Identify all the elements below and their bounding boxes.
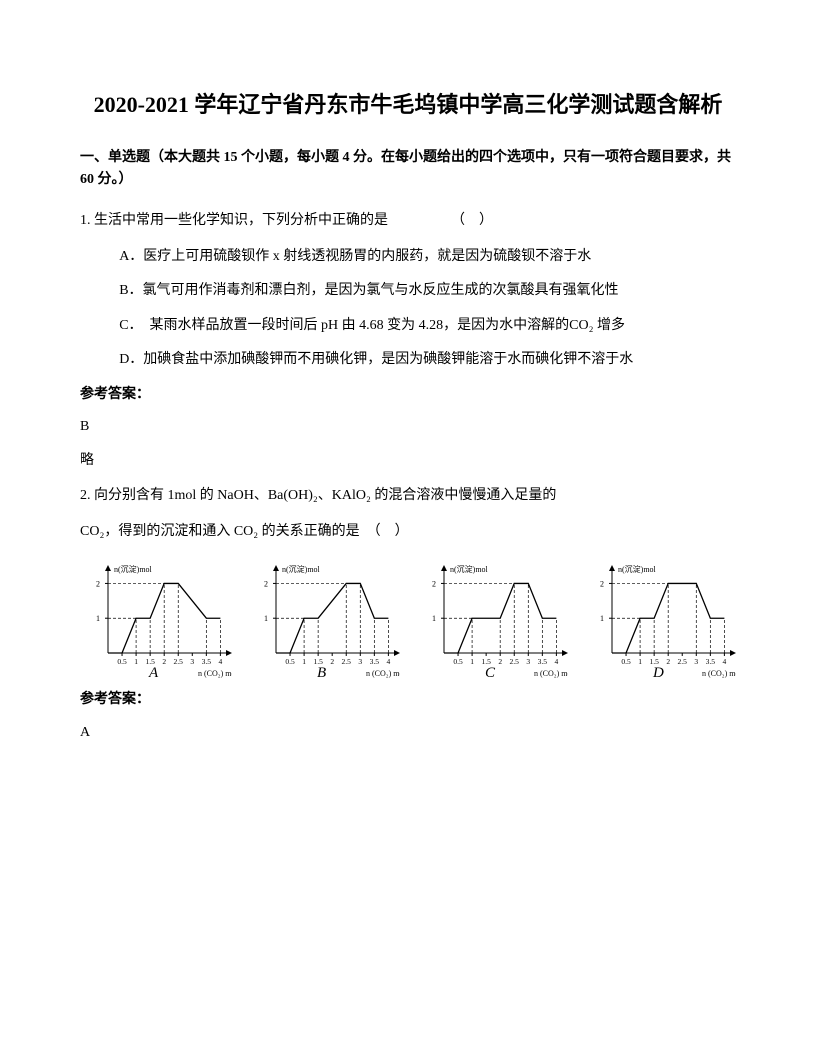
svg-text:4: 4 — [219, 657, 223, 666]
chart-b-svg: n(沉淀)mol120.511.522.533.54Bn (CO₂) mol — [248, 561, 400, 679]
q2-stem-line1: 2. 向分别含有 1mol 的 NaOH、Ba(OH)₂、KAlO₂ 的混合溶液… — [80, 485, 736, 507]
svg-text:2.5: 2.5 — [510, 657, 520, 666]
svg-text:4: 4 — [555, 657, 559, 666]
svg-text:1: 1 — [638, 657, 642, 666]
chart-a: n(沉淀)mol120.511.522.533.54An (CO₂) mol — [80, 561, 232, 679]
svg-text:1: 1 — [134, 657, 138, 666]
svg-text:1: 1 — [302, 657, 306, 666]
svg-text:1: 1 — [96, 615, 100, 624]
charts-row: n(沉淀)mol120.511.522.533.54An (CO₂) moln(… — [80, 561, 736, 679]
chart-b: n(沉淀)mol120.511.522.533.54Bn (CO₂) mol — [248, 561, 400, 679]
svg-text:0.5: 0.5 — [117, 657, 127, 666]
svg-text:2: 2 — [432, 580, 436, 589]
svg-text:3: 3 — [358, 657, 362, 666]
svg-text:2: 2 — [600, 580, 604, 589]
q1-note: 略 — [80, 450, 736, 472]
q2-answer: A — [80, 722, 736, 744]
q1-option-a: A．医疗上可用硫酸钡作 x 射线透视肠胃的内服药，就是因为硫酸钡不溶于水 — [80, 246, 736, 268]
svg-text:2: 2 — [666, 657, 670, 666]
svg-text:0.5: 0.5 — [285, 657, 295, 666]
svg-text:n (CO₂) mol: n (CO₂) mol — [702, 669, 736, 678]
svg-text:C: C — [485, 665, 496, 679]
chart-c: n(沉淀)mol120.511.522.533.54Cn (CO₂) mol — [416, 561, 568, 679]
svg-text:2.5: 2.5 — [174, 657, 184, 666]
q1-option-c: C． 某雨水样品放置一段时间后 pH 由 4.68 变为 4.28，是因为水中溶… — [80, 315, 736, 337]
svg-text:3.5: 3.5 — [202, 657, 212, 666]
svg-text:n(沉淀)mol: n(沉淀)mol — [114, 564, 153, 574]
svg-text:A: A — [148, 665, 159, 679]
svg-text:1: 1 — [432, 615, 436, 624]
svg-text:4: 4 — [387, 657, 391, 666]
svg-text:n (CO₂) mol: n (CO₂) mol — [198, 669, 232, 678]
svg-text:2.5: 2.5 — [342, 657, 352, 666]
svg-text:1: 1 — [470, 657, 474, 666]
svg-text:3.5: 3.5 — [538, 657, 548, 666]
svg-text:3: 3 — [526, 657, 530, 666]
q1-answer-label: 参考答案： — [80, 384, 736, 406]
q2-stem-line2: CO₂，得到的沉淀和通入 CO₂ 的关系正确的是 （ ） — [80, 521, 736, 543]
q2-answer-label: 参考答案： — [80, 689, 736, 711]
svg-text:2: 2 — [162, 657, 166, 666]
q1-option-b: B．氯气可用作消毒剂和漂白剂，是因为氯气与水反应生成的次氯酸具有强氧化性 — [80, 280, 736, 302]
svg-text:0.5: 0.5 — [453, 657, 463, 666]
q1-option-d: D．加碘食盐中添加碘酸钾而不用碘化钾，是因为碘酸钾能溶于水而碘化钾不溶于水 — [80, 349, 736, 371]
q1-stem: 1. 生活中常用一些化学知识，下列分析中正确的是 （ ） — [80, 210, 736, 232]
svg-text:n(沉淀)mol: n(沉淀)mol — [450, 564, 489, 574]
chart-d: n(沉淀)mol120.511.522.533.54Dn (CO₂) mol — [584, 561, 736, 679]
svg-text:2.5: 2.5 — [678, 657, 688, 666]
svg-text:n (CO₂) mol: n (CO₂) mol — [366, 669, 400, 678]
svg-text:1: 1 — [600, 615, 604, 624]
chart-c-svg: n(沉淀)mol120.511.522.533.54Cn (CO₂) mol — [416, 561, 568, 679]
svg-text:3: 3 — [190, 657, 194, 666]
svg-text:2: 2 — [330, 657, 334, 666]
svg-text:0.5: 0.5 — [621, 657, 631, 666]
svg-text:3.5: 3.5 — [706, 657, 716, 666]
svg-text:n(沉淀)mol: n(沉淀)mol — [618, 564, 657, 574]
svg-text:n (CO₂) mol: n (CO₂) mol — [534, 669, 568, 678]
svg-text:1: 1 — [264, 615, 268, 624]
svg-text:2: 2 — [96, 580, 100, 589]
page-title: 2020-2021 学年辽宁省丹东市牛毛坞镇中学高三化学测试题含解析 — [80, 90, 736, 121]
section-header: 一、单选题（本大题共 15 个小题，每小题 4 分。在每小题给出的四个选项中，只… — [80, 147, 736, 192]
chart-a-svg: n(沉淀)mol120.511.522.533.54An (CO₂) mol — [80, 561, 232, 679]
svg-text:B: B — [317, 665, 326, 679]
svg-text:D: D — [652, 665, 664, 679]
svg-text:2: 2 — [498, 657, 502, 666]
svg-text:4: 4 — [723, 657, 727, 666]
svg-text:n(沉淀)mol: n(沉淀)mol — [282, 564, 321, 574]
svg-text:2: 2 — [264, 580, 268, 589]
chart-d-svg: n(沉淀)mol120.511.522.533.54Dn (CO₂) mol — [584, 561, 736, 679]
svg-text:3.5: 3.5 — [370, 657, 380, 666]
q1-answer: B — [80, 416, 736, 438]
svg-text:3: 3 — [694, 657, 698, 666]
